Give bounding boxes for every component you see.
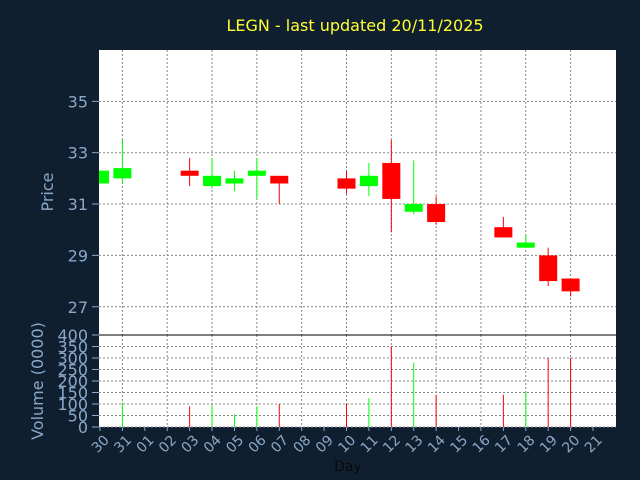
x-tick-label: 14 <box>425 432 449 456</box>
candle-body <box>359 175 378 187</box>
x-tick-label: 12 <box>380 432 404 456</box>
x-tick-label: 05 <box>223 432 247 456</box>
candle-body <box>494 227 513 238</box>
volume-tick-label: 100 <box>57 395 88 414</box>
volume-tick-label: 200 <box>57 372 88 391</box>
x-tick-label: 11 <box>358 432 382 456</box>
x-tick-label: 15 <box>447 432 471 456</box>
x-tick-label: 08 <box>291 432 315 456</box>
candle-body <box>99 170 109 184</box>
price-axis-label: Price <box>38 172 57 211</box>
x-tick-label: 21 <box>582 432 606 456</box>
candle-body <box>337 178 356 189</box>
price-tick-label: 33 <box>68 144 88 163</box>
x-tick-label: 06 <box>246 432 270 456</box>
candle-body <box>539 255 558 282</box>
x-tick-label: 09 <box>313 432 337 456</box>
candle-body <box>180 170 199 176</box>
volume-tick-label: 0 <box>78 418 88 437</box>
volume-tick-label: 300 <box>57 349 88 368</box>
price-tick-label: 31 <box>68 195 88 214</box>
candle-body <box>516 242 535 248</box>
volume-panel <box>99 335 616 427</box>
x-tick-label: 16 <box>470 432 494 456</box>
x-tick-label: 20 <box>559 432 583 456</box>
volume-tick-label: 400 <box>57 326 88 345</box>
candles <box>99 139 580 297</box>
candle-body <box>113 168 132 179</box>
price-tick-label: 27 <box>68 298 88 317</box>
candle-body <box>404 204 423 212</box>
x-tick-label: 17 <box>492 432 516 456</box>
price-tick-label: 29 <box>68 246 88 265</box>
price-y-ticks: 27 29 31 33 35 <box>68 92 99 317</box>
price-panel <box>99 50 616 335</box>
chart-title: LEGN - last updated 20/11/2025 <box>226 16 483 35</box>
candle-body <box>203 175 222 187</box>
candle-body <box>561 278 580 292</box>
volume-tick-label: 350 <box>57 338 88 357</box>
volume-bars <box>121 346 572 427</box>
x-tick-label: 18 <box>515 432 539 456</box>
x-tick-label: 01 <box>134 432 158 456</box>
volume-tick-label: 50 <box>68 407 88 426</box>
x-tick-label: 10 <box>335 432 359 456</box>
price-tick-label: 35 <box>68 92 88 111</box>
candle-body <box>247 170 266 176</box>
x-tick-label: 19 <box>537 432 561 456</box>
volume-tick-label: 150 <box>57 384 88 403</box>
x-tick-label: 07 <box>268 432 292 456</box>
candle-body <box>225 178 244 184</box>
x-axis-label: Day <box>334 459 362 475</box>
volume-tick-label: 250 <box>57 361 88 380</box>
x-tick-label: 13 <box>403 432 427 456</box>
x-tick-label: 30 <box>89 432 113 456</box>
candle-body <box>382 162 401 199</box>
x-tick-label: 02 <box>156 432 180 456</box>
volume-axis-label: Volume (0000) <box>28 322 47 440</box>
candle-body <box>270 175 289 184</box>
x-tick-label: 31 <box>111 432 135 456</box>
x-tick-label: 04 <box>201 432 225 456</box>
candle-body <box>427 204 446 223</box>
x-ticks: 3031010203040506070809101112131415161718… <box>89 427 606 456</box>
x-tick-label: 03 <box>178 432 202 456</box>
